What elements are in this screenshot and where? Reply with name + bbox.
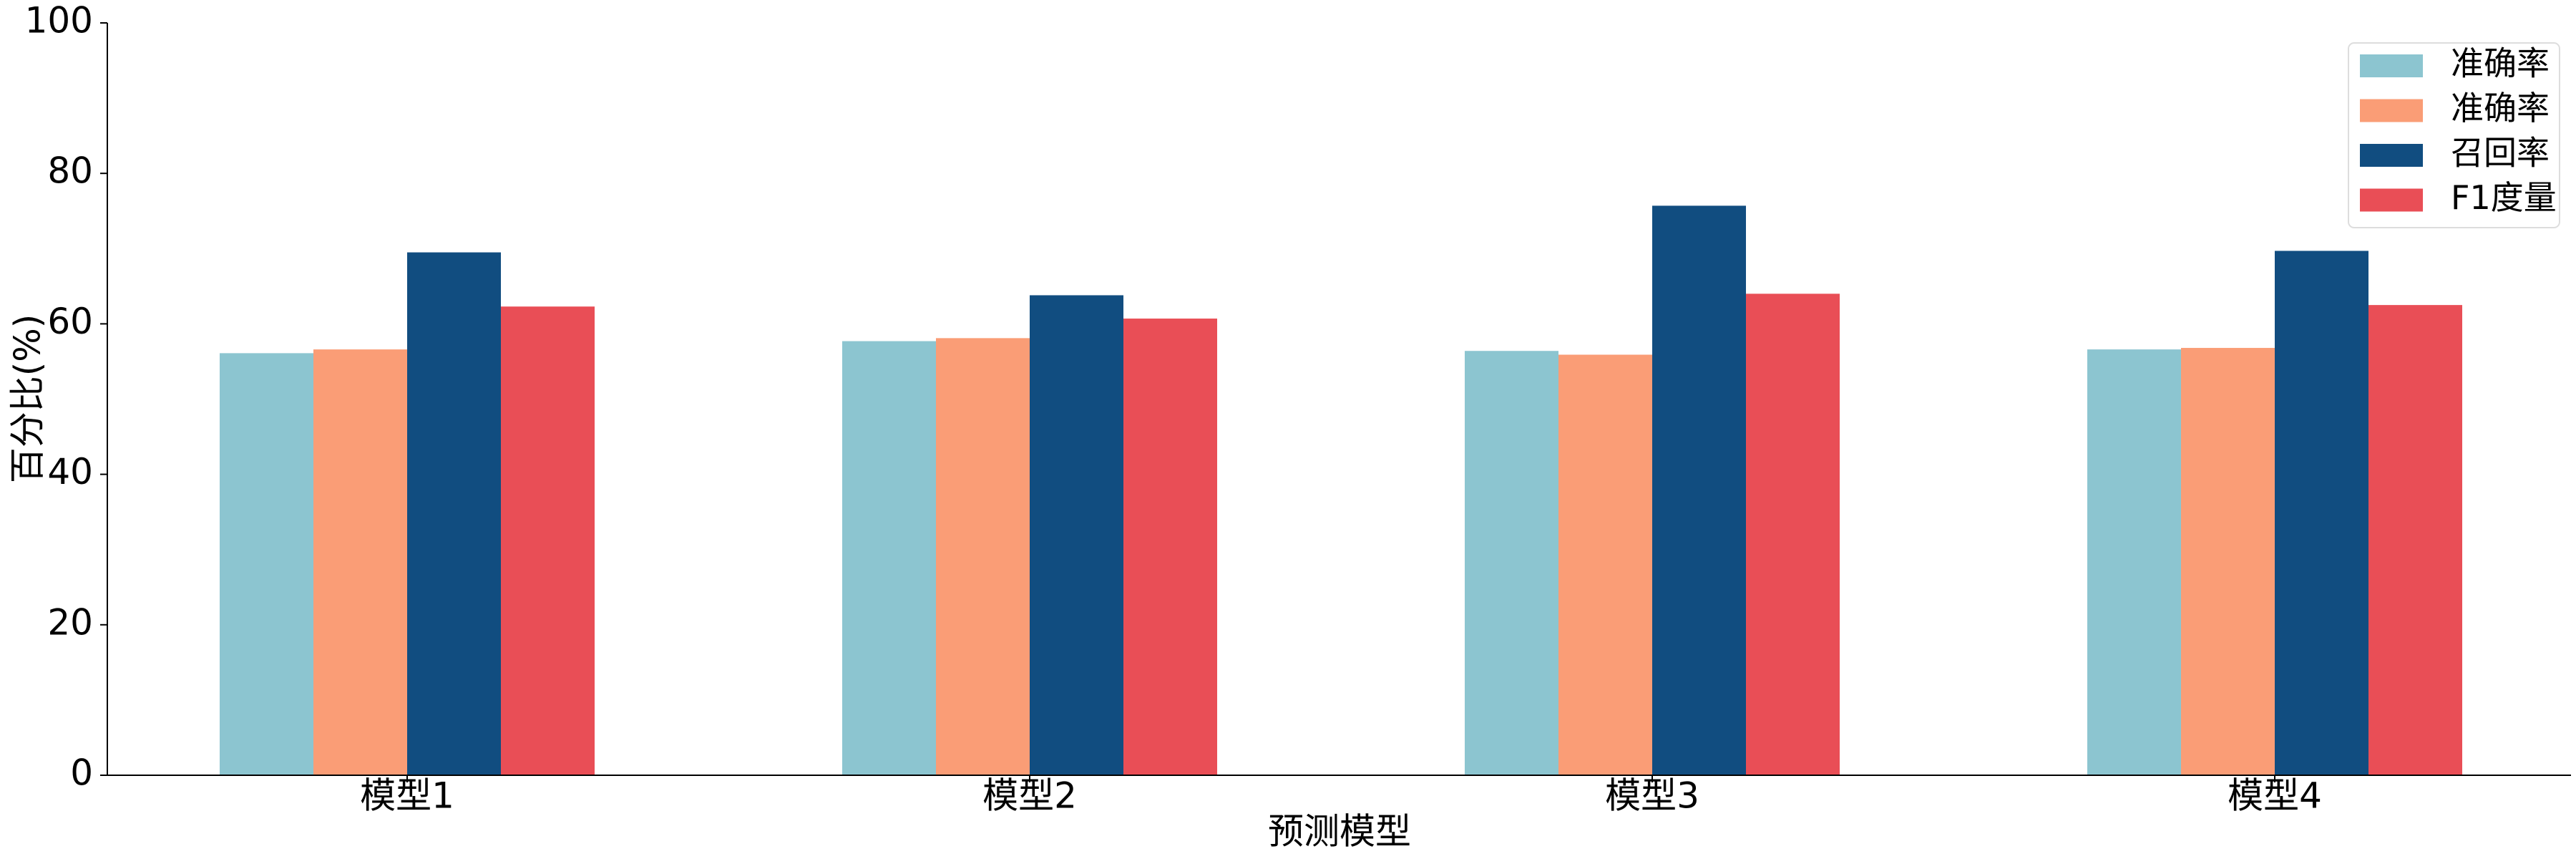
y-axis-label: 百分比(%) [7,314,49,484]
bar [936,338,1030,775]
legend-swatch [2360,188,2423,212]
bar [1123,319,1217,776]
bar [2368,305,2462,775]
legend-label: F1度量 [2451,178,2557,217]
legend-label: 准确率 [2451,44,2550,83]
bar [1558,354,1652,776]
y-tick-label: 0 [70,752,93,794]
x-tick-label: 模型1 [360,775,454,817]
y-tick-label: 40 [47,451,93,492]
legend-swatch [2360,54,2423,77]
bar [2181,348,2275,776]
x-tick-label: 模型4 [2228,775,2322,817]
legend-swatch [2360,99,2423,122]
bar [1652,205,1746,775]
y-tick-label: 80 [47,150,93,192]
y-tick-label: 100 [25,0,93,42]
bar [1465,351,1558,776]
x-tick-label: 模型3 [1605,775,1699,817]
bar [313,349,407,775]
bar [2275,251,2368,775]
legend-label: 召回率 [2451,134,2550,173]
y-tick-label: 20 [47,601,93,643]
bar [1746,293,1840,775]
bar [1030,295,1123,775]
x-axis-label: 预测模型 [1268,811,1411,853]
bar [2087,349,2181,775]
y-tick-label: 60 [47,301,93,342]
bar [842,341,936,775]
x-tick-label: 模型2 [982,775,1077,817]
bar [220,353,313,775]
legend-label: 准确率 [2451,89,2550,127]
legend-swatch [2360,144,2423,167]
bar [407,252,501,775]
legend-box [2348,42,2560,228]
bar [501,306,595,775]
